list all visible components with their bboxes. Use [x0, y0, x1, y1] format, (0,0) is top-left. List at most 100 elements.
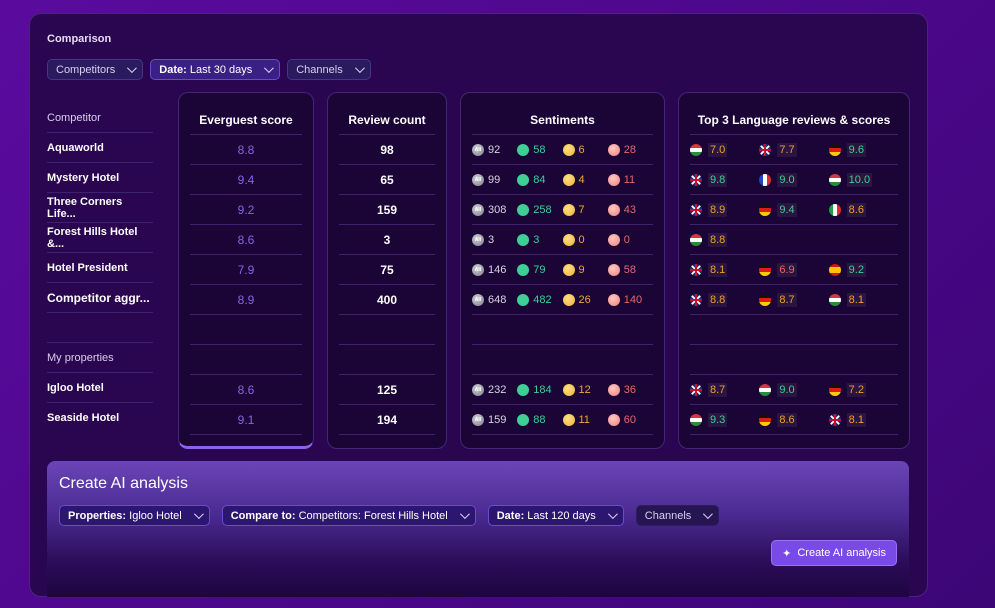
all-reviews-icon: All	[472, 383, 484, 396]
sentiment-all: All 308	[472, 203, 517, 216]
flag-it-icon	[828, 203, 841, 216]
sentiment-all: All 146	[472, 263, 517, 276]
create-ai-analysis-button[interactable]: ✦ Create AI analysis	[771, 540, 897, 566]
ai-filter-label: Properties: Igloo Hotel	[68, 509, 182, 522]
sentiment-neu: 0	[562, 233, 608, 246]
language-row: 8.8	[690, 224, 898, 254]
sentiment-count: 12	[578, 383, 591, 396]
everguest-score: 9.4	[190, 164, 302, 194]
competitor-name[interactable]: Forest Hills Hotel &...	[47, 222, 153, 252]
language-row: 8.1 6.9 9.2	[690, 254, 898, 284]
sentiment-all: All 3	[472, 233, 517, 246]
review-count: 3	[339, 224, 435, 254]
flag-gb-icon	[690, 203, 702, 216]
competitor-name[interactable]: Igloo Hotel	[47, 372, 153, 402]
comparison-title: Comparison	[47, 33, 112, 45]
flag-fr-icon	[759, 173, 772, 186]
competitor-name[interactable]: Hotel President	[47, 252, 153, 282]
sentiment-all: All 92	[472, 143, 517, 156]
language-score-value: 10.0	[846, 172, 873, 187]
flag-gb-icon	[690, 383, 702, 396]
language-score: 7.2	[828, 382, 898, 397]
language-score-value: 9.2	[846, 262, 866, 277]
language-score-value: 8.9	[708, 202, 728, 217]
flag-gb-icon	[828, 413, 841, 426]
sentiment-count: 4	[578, 173, 585, 186]
language-score: 7.7	[759, 142, 828, 157]
language-score-value: 7.7	[777, 142, 797, 157]
sentiment-neu: 9	[562, 263, 608, 276]
chevron-down-icon	[264, 63, 275, 74]
comparison-filter-label: Date: Last 30 days	[159, 63, 253, 76]
positive-icon	[517, 293, 530, 306]
neutral-icon	[562, 293, 575, 306]
sentiment-neg: 36	[607, 383, 653, 396]
language-score: 8.6	[759, 412, 828, 427]
language-score: 10.0	[828, 172, 898, 187]
comparison-filter-key: Date:	[159, 63, 190, 76]
comparison-filter-label: Competitors	[56, 63, 116, 76]
review-count: 194	[339, 404, 435, 434]
row-divider	[339, 434, 435, 435]
section-label: My properties	[47, 342, 153, 372]
language-score: 6.9	[759, 262, 828, 277]
sentiment-count: 58	[533, 143, 546, 156]
sentiment-pos: 482	[517, 293, 562, 306]
ai-filter-dropdown[interactable]: Date: Last 120 days	[487, 505, 624, 526]
sentiment-neu: 4	[562, 173, 608, 186]
comparison-panel: Comparison Competitors Date: Last 30 days…	[29, 13, 928, 597]
sentiment-count: 258	[533, 203, 552, 216]
language-score-value: 8.1	[846, 412, 866, 427]
language-score-value: 8.1	[708, 262, 728, 277]
ai-filter-key: Compare to:	[230, 509, 299, 522]
sentiment-neu: 26	[562, 293, 608, 306]
ai-filter-dropdown[interactable]: Compare to: Competitors: Forest Hills Ho…	[221, 505, 476, 526]
everguest-score: 9.2	[190, 194, 302, 224]
language-score: 9.3	[690, 412, 759, 427]
sentiment-count: 482	[533, 293, 552, 306]
all-reviews-icon: All	[472, 233, 484, 246]
sentiment-count: 84	[533, 173, 546, 186]
spacer-row	[339, 344, 435, 374]
chevron-down-icon	[459, 509, 470, 520]
sentiment-row: All 146 79 9 58	[472, 254, 653, 284]
competitor-name[interactable]: Three Corners Life...	[47, 192, 153, 222]
positive-icon	[517, 263, 530, 276]
review-count: 98	[339, 134, 435, 164]
review-count: 65	[339, 164, 435, 194]
comparison-filter-dropdown[interactable]: Date: Last 30 days	[150, 59, 281, 80]
competitor-name[interactable]: Seaside Hotel	[47, 402, 153, 432]
language-score: 8.6	[828, 202, 898, 217]
flag-de-icon	[828, 143, 841, 156]
sentiment-count: 7	[578, 203, 585, 216]
language-score: 8.9	[690, 202, 759, 217]
sentiment-count: 0	[623, 233, 630, 246]
ai-filter-dropdown[interactable]: Channels	[635, 505, 720, 526]
row-divider	[190, 434, 302, 435]
competitor-name[interactable]: Aquaworld	[47, 132, 153, 162]
competitor-name[interactable]: Mystery Hotel	[47, 162, 153, 192]
review-count: 159	[339, 194, 435, 224]
sentiment-row: All 3 3 0 0	[472, 224, 653, 254]
comparison-filter-dropdown[interactable]: Channels	[287, 59, 371, 80]
flag-es-icon	[828, 263, 841, 276]
sentiment-row: All 232 184 12 36	[472, 374, 653, 404]
comparison-filter-dropdown[interactable]: Competitors	[47, 59, 144, 80]
sentiment-all: All 232	[472, 383, 517, 396]
score-card: Everguest score 8.8 9.4 9.2 8.6 7.9 8.9 8.6 9.1	[178, 92, 314, 449]
negative-icon	[607, 203, 620, 216]
competitor-name[interactable]: Competitor aggr...	[47, 282, 153, 312]
sentiment-count: 26	[578, 293, 591, 306]
negative-icon	[607, 173, 620, 186]
sentiment-count: 58	[623, 263, 636, 276]
ai-filter-dropdown[interactable]: Properties: Igloo Hotel	[59, 505, 210, 526]
negative-icon	[607, 263, 620, 276]
language-score: 9.0	[759, 172, 828, 187]
sentiment-count: 43	[623, 203, 636, 216]
reviews-header: Review count	[348, 112, 426, 127]
language-score-value: 8.7	[708, 382, 728, 397]
spacer-row	[690, 314, 898, 344]
language-score: 9.8	[690, 172, 759, 187]
review-count: 75	[339, 254, 435, 284]
language-score-value: 9.0	[777, 172, 797, 187]
